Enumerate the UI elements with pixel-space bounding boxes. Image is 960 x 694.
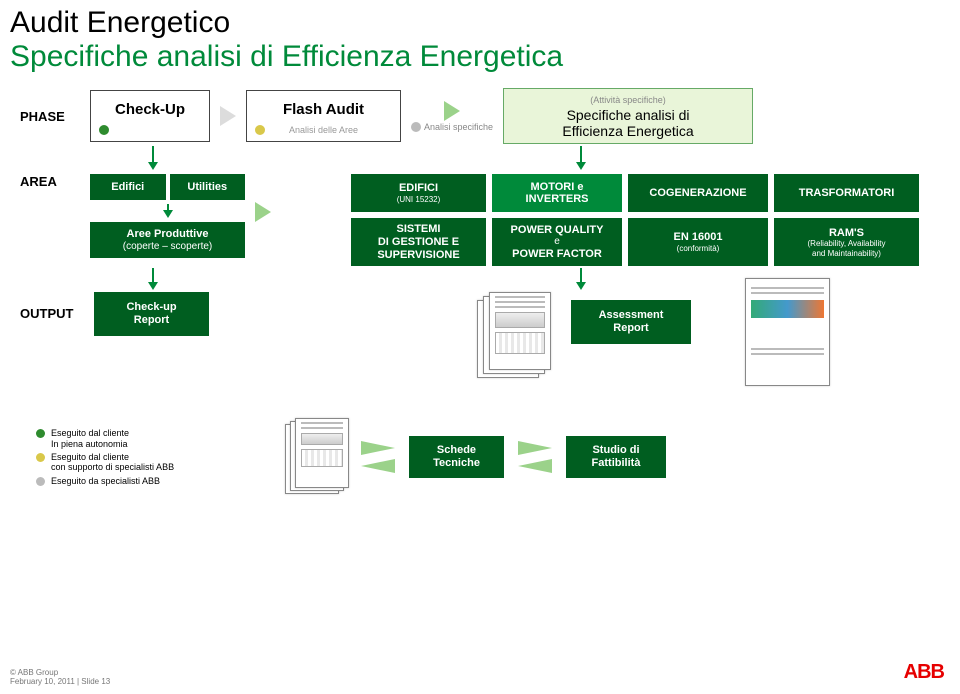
schede-l2: Tecniche (433, 457, 480, 470)
area-produttive-line1: Aree Produttive (94, 228, 241, 241)
cell-text: COGENERAZIONE (649, 187, 746, 200)
schede-tecniche-box: Schede Tecniche (409, 436, 504, 478)
dot-yellow-icon (36, 453, 45, 462)
cell-text: SISTEMI (396, 223, 440, 236)
arrow-right-icon (444, 101, 460, 121)
grid-cogenerazione: COGENERAZIONE (628, 174, 768, 212)
bottom-row: Eseguito dal cliente In piena autonomia … (0, 414, 960, 496)
arrow-right-icon (220, 106, 236, 126)
phase-flash-sub: Analisi delle Aree (261, 125, 386, 135)
title-line-2: Specifiche analisi di Efficienza Energet… (10, 40, 950, 74)
diagram: PHASE Check-Up Flash Audit Analisi delle… (0, 88, 960, 386)
cell-text: POWER FACTOR (512, 248, 602, 261)
phase-specifiche-box: (Attività specifiche) Specifiche analisi… (503, 88, 753, 144)
studio-l1: Studio di (592, 444, 639, 457)
grid-rams: RAM'S (Reliability, Availability and Mai… (774, 218, 919, 266)
connector-icon (163, 204, 173, 218)
output-row: OUTPUT Check-up Report Assessment Report (20, 292, 940, 386)
checkup-report-box: Check-up Report (94, 292, 209, 336)
footer: © ABB Group February 10, 2011 | Slide 13 (10, 668, 110, 686)
grid-en16001: EN 16001 (conformità) (628, 218, 768, 266)
area-utilities-box: Utilities (170, 174, 246, 200)
legend-text: Eseguito dal cliente con supporto di spe… (51, 452, 174, 473)
area-label: AREA (20, 174, 80, 189)
cell-text: and Maintainability) (812, 249, 881, 258)
phase-specifiche-top: (Attività specifiche) (514, 95, 742, 105)
cell-text: TRASFORMATORI (799, 187, 895, 200)
legend-item-3: Eseguito da specialisti ABB (36, 476, 271, 486)
grid-edifici-uni: EDIFICI (UNI 15232) (351, 174, 486, 212)
studio-l2: Fattibilità (592, 457, 641, 470)
area-row: AREA Edifici Utilities Aree Produttive (… (20, 174, 940, 266)
grid-motori: MOTORI e INVERTERS (492, 174, 622, 212)
area-edifici-box: Edifici (90, 174, 166, 200)
connector-icon (148, 268, 158, 290)
schede-l1: Schede (437, 444, 476, 457)
cell-text: MOTORI e (531, 181, 584, 194)
connector-icon (576, 268, 586, 290)
output-label: OUTPUT (20, 292, 80, 321)
area-left-boxes: Edifici Utilities Aree Produttive (coper… (90, 174, 245, 258)
phase-flash-box: Flash Audit Analisi delle Aree (246, 90, 401, 142)
legend-text: Eseguito dal cliente In piena autonomia (51, 428, 129, 449)
cell-text: EN 16001 (674, 231, 723, 244)
cell-sub: (UNI 15232) (397, 195, 441, 204)
double-arrow-icon (361, 441, 395, 473)
cell-text: (conformità) (677, 244, 720, 253)
phase-checkup-box: Check-Up (90, 90, 210, 142)
footer-date: February 10, 2011 | Slide 13 (10, 677, 110, 686)
cell-text: EDIFICI (399, 182, 438, 195)
phase-label: PHASE (20, 109, 80, 124)
cell-text: POWER QUALITY (511, 224, 604, 237)
phase-flash-title: Flash Audit (261, 101, 386, 118)
phase-specifiche-line2: Efficienza Energetica (514, 123, 742, 139)
area-produttive-line2: (coperte – scoperte) (94, 241, 241, 253)
arrow-right-icon (255, 202, 271, 222)
assessment-l1: Assessment (599, 309, 664, 322)
legend-text: Eseguito da specialisti ABB (51, 476, 160, 486)
double-arrow-icon (518, 441, 552, 473)
cell-text: SUPERVISIONE (377, 249, 459, 262)
cell-text: DI GESTIONE E (378, 236, 459, 249)
phase-checkup-title: Check-Up (105, 101, 195, 118)
area-produttive-box: Aree Produttive (coperte – scoperte) (90, 222, 245, 258)
checkup-report-l2: Report (134, 314, 169, 327)
footer-copyright: © ABB Group (10, 668, 110, 677)
title-block: Audit Energetico Specifiche analisi di E… (0, 0, 960, 88)
connector-icon (576, 146, 586, 170)
checkup-report-l1: Check-up (126, 301, 176, 314)
legend-item-2: Eseguito dal cliente con supporto di spe… (36, 452, 271, 473)
report-stack-icon (285, 418, 347, 496)
studio-fattibilita-box: Studio di Fattibilità (566, 436, 666, 478)
assessment-report-box: Assessment Report (571, 300, 691, 344)
cell-text: (Reliability, Availability (808, 239, 886, 248)
phase-row: PHASE Check-Up Flash Audit Analisi delle… (20, 88, 940, 144)
assessment-l2: Report (613, 322, 648, 335)
legend: Eseguito dal cliente In piena autonomia … (36, 425, 271, 489)
cell-text: e (554, 236, 560, 248)
grid-sistemi: SISTEMI DI GESTIONE E SUPERVISIONE (351, 218, 486, 266)
abb-logo: ABB (904, 661, 944, 684)
grid-power-quality: POWER QUALITY e POWER FACTOR (492, 218, 622, 266)
legend-item-1: Eseguito dal cliente In piena autonomia (36, 428, 271, 449)
analisi-specifiche-label: Analisi specifiche (424, 122, 493, 132)
dot-grey-icon (36, 477, 45, 486)
cell-text: INVERTERS (526, 193, 589, 206)
cell-text: RAM'S (829, 227, 864, 240)
title-line-1: Audit Energetico (10, 6, 950, 40)
report-stack-icon (477, 292, 547, 378)
area-grid: EDIFICI (UNI 15232) MOTORI e INVERTERS C… (351, 174, 940, 266)
dot-green-icon (36, 429, 45, 438)
assessment-paper-icon (745, 278, 830, 386)
connector-icon (148, 146, 158, 170)
phase-specifiche-line1: Specifiche analisi di (514, 107, 742, 123)
dot-grey-icon (411, 122, 421, 132)
grid-trasformatori: TRASFORMATORI (774, 174, 919, 212)
